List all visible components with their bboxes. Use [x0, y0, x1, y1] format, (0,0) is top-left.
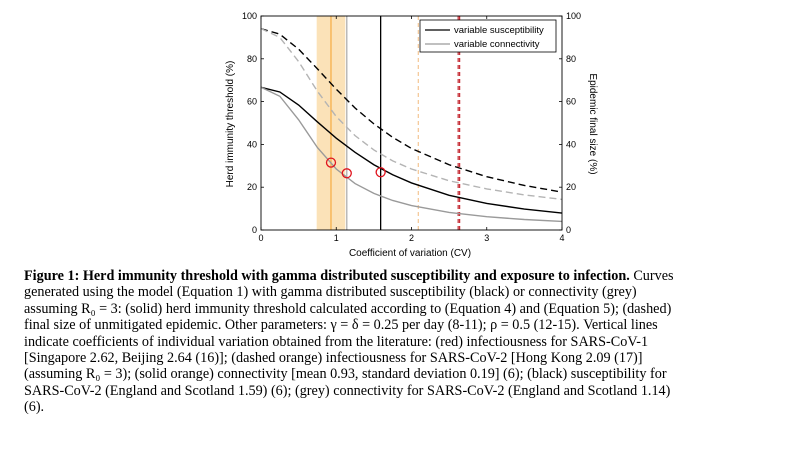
caption-line: generated using the model (Equation 1) w… [24, 284, 794, 300]
caption-text: Curves [629, 268, 674, 284]
legend-label-connectivity: variable connectivity [454, 39, 540, 50]
marker-0 [325, 157, 337, 168]
figure-caption: Figure 1: Herd immunity threshold with g… [24, 268, 794, 416]
caption-line: indicate coefficients of individual vari… [24, 334, 794, 350]
caption-figure-title: Figure 1: Herd immunity threshold with g… [24, 268, 630, 284]
legend-box [419, 19, 557, 53]
x-axis-title: Coefficient of variation (CV) [349, 248, 471, 259]
caption-text: SARS-CoV-2 (England and Scotland 1.59) (… [24, 382, 671, 399]
legend-label-susceptibility: variable susceptibility [454, 25, 544, 36]
series-line-final-size-2 [260, 27, 563, 193]
x-tick-label: 4 [559, 233, 564, 243]
y-tick-label-left: 100 [242, 11, 257, 21]
marker-2 [375, 167, 386, 178]
y-tick-label-left: 40 [247, 139, 257, 149]
caption-text: assuming R₀ = 3: (solid) herd immunity t… [24, 300, 672, 317]
x-tick-label: 3 [484, 233, 489, 243]
x-tick-label: 2 [409, 233, 414, 243]
caption-line: Figure 1: Herd immunity threshold with g… [24, 268, 794, 284]
y-tick-label-left: 20 [247, 182, 257, 192]
x-tick-label: 1 [334, 233, 339, 243]
y-tick-label-left: 60 [247, 97, 257, 107]
y-tick-label-right: 20 [566, 182, 576, 192]
y-tick-label-left: 0 [252, 225, 257, 235]
y-tick-label-right: 40 [566, 139, 576, 149]
y-axis-title-left: Herd immunity threshold (%) [225, 61, 236, 188]
caption-text: generated using the model (Equation 1) w… [24, 284, 637, 301]
caption-line: (6). [24, 399, 794, 415]
caption-text: indicate coefficients of individual vari… [24, 333, 649, 350]
y-axis-title-right: Epidemic final size (%) [587, 73, 598, 174]
y-tick-label-right: 80 [566, 54, 576, 64]
caption-text: [Singapore 2.62, Beijing 2.64 (16)]; (da… [24, 350, 643, 367]
caption-line: final size of unmitigated epidemic. Othe… [24, 317, 794, 333]
markers [325, 157, 386, 179]
caption-text: (assuming R₀ = 3); (solid orange) connec… [24, 366, 667, 383]
marker-1 [341, 168, 352, 179]
series-line-final-size-3 [260, 27, 563, 201]
caption-line: assuming R₀ = 3: (solid) herd immunity t… [24, 301, 794, 317]
caption-line: [Singapore 2.62, Beijing 2.64 (16)]; (da… [24, 350, 794, 366]
y-tick-label-left: 80 [247, 54, 257, 64]
caption-line: SARS-CoV-2 (England and Scotland 1.59) (… [24, 383, 794, 399]
y-tick-label-right: 100 [566, 11, 581, 21]
caption-text: (6). [24, 399, 45, 416]
y-tick-label-right: 0 [566, 225, 571, 235]
caption-text: final size of unmitigated epidemic. Othe… [24, 317, 658, 334]
series-line-herd-immunity-1 [260, 86, 563, 223]
legend: variable susceptibility variable connect… [419, 19, 557, 53]
x-tick-label: 0 [258, 233, 263, 243]
y-tick-label-right: 60 [566, 97, 576, 107]
series-lines [260, 27, 563, 223]
series-line-herd-immunity-0 [260, 86, 563, 214]
caption-line: (assuming R₀ = 3); (solid orange) connec… [24, 366, 794, 382]
